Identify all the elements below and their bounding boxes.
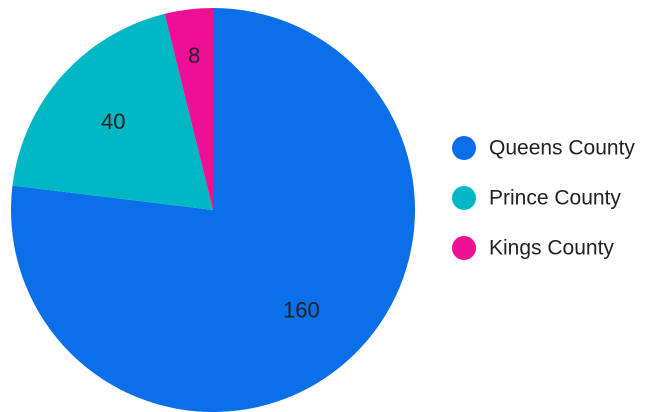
- pie-slices: [10, 8, 415, 412]
- legend-item-queens-county: Queens County: [452, 136, 635, 160]
- legend-swatch-queens-county: [452, 136, 476, 160]
- pie-value-label-kings-county: 8: [188, 43, 200, 68]
- pie-value-labels: 160 40 8: [101, 43, 320, 322]
- legend-label-queens-county: Queens County: [489, 137, 635, 160]
- legend-swatch-prince-county: [452, 186, 476, 210]
- pie-value-label-queens-county: 160: [283, 297, 320, 322]
- legend-label-prince-county: Prince County: [489, 187, 621, 210]
- legend-label-kings-county: Kings County: [489, 237, 614, 260]
- legend-swatch-kings-county: [452, 236, 476, 260]
- pie-value-label-prince-county: 40: [101, 109, 125, 134]
- legend-item-kings-county: Kings County: [452, 236, 614, 260]
- legend-item-prince-county: Prince County: [452, 186, 621, 210]
- legend: Queens County Prince County Kings County: [452, 136, 635, 260]
- pie-slice-prince-county: [12, 13, 213, 211]
- pie-slice-queens-county: [10, 8, 415, 412]
- pie-slice-kings-county: [164, 8, 213, 210]
